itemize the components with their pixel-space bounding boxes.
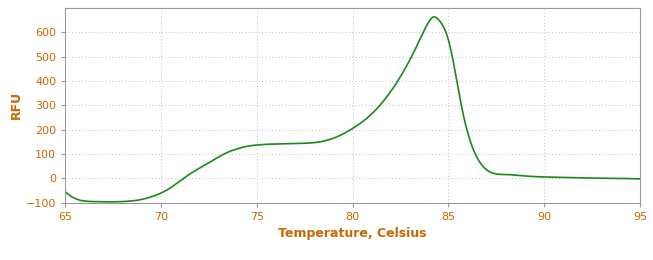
Y-axis label: RFU: RFU — [10, 91, 23, 119]
X-axis label: Temperature, Celsius: Temperature, Celsius — [278, 228, 427, 240]
